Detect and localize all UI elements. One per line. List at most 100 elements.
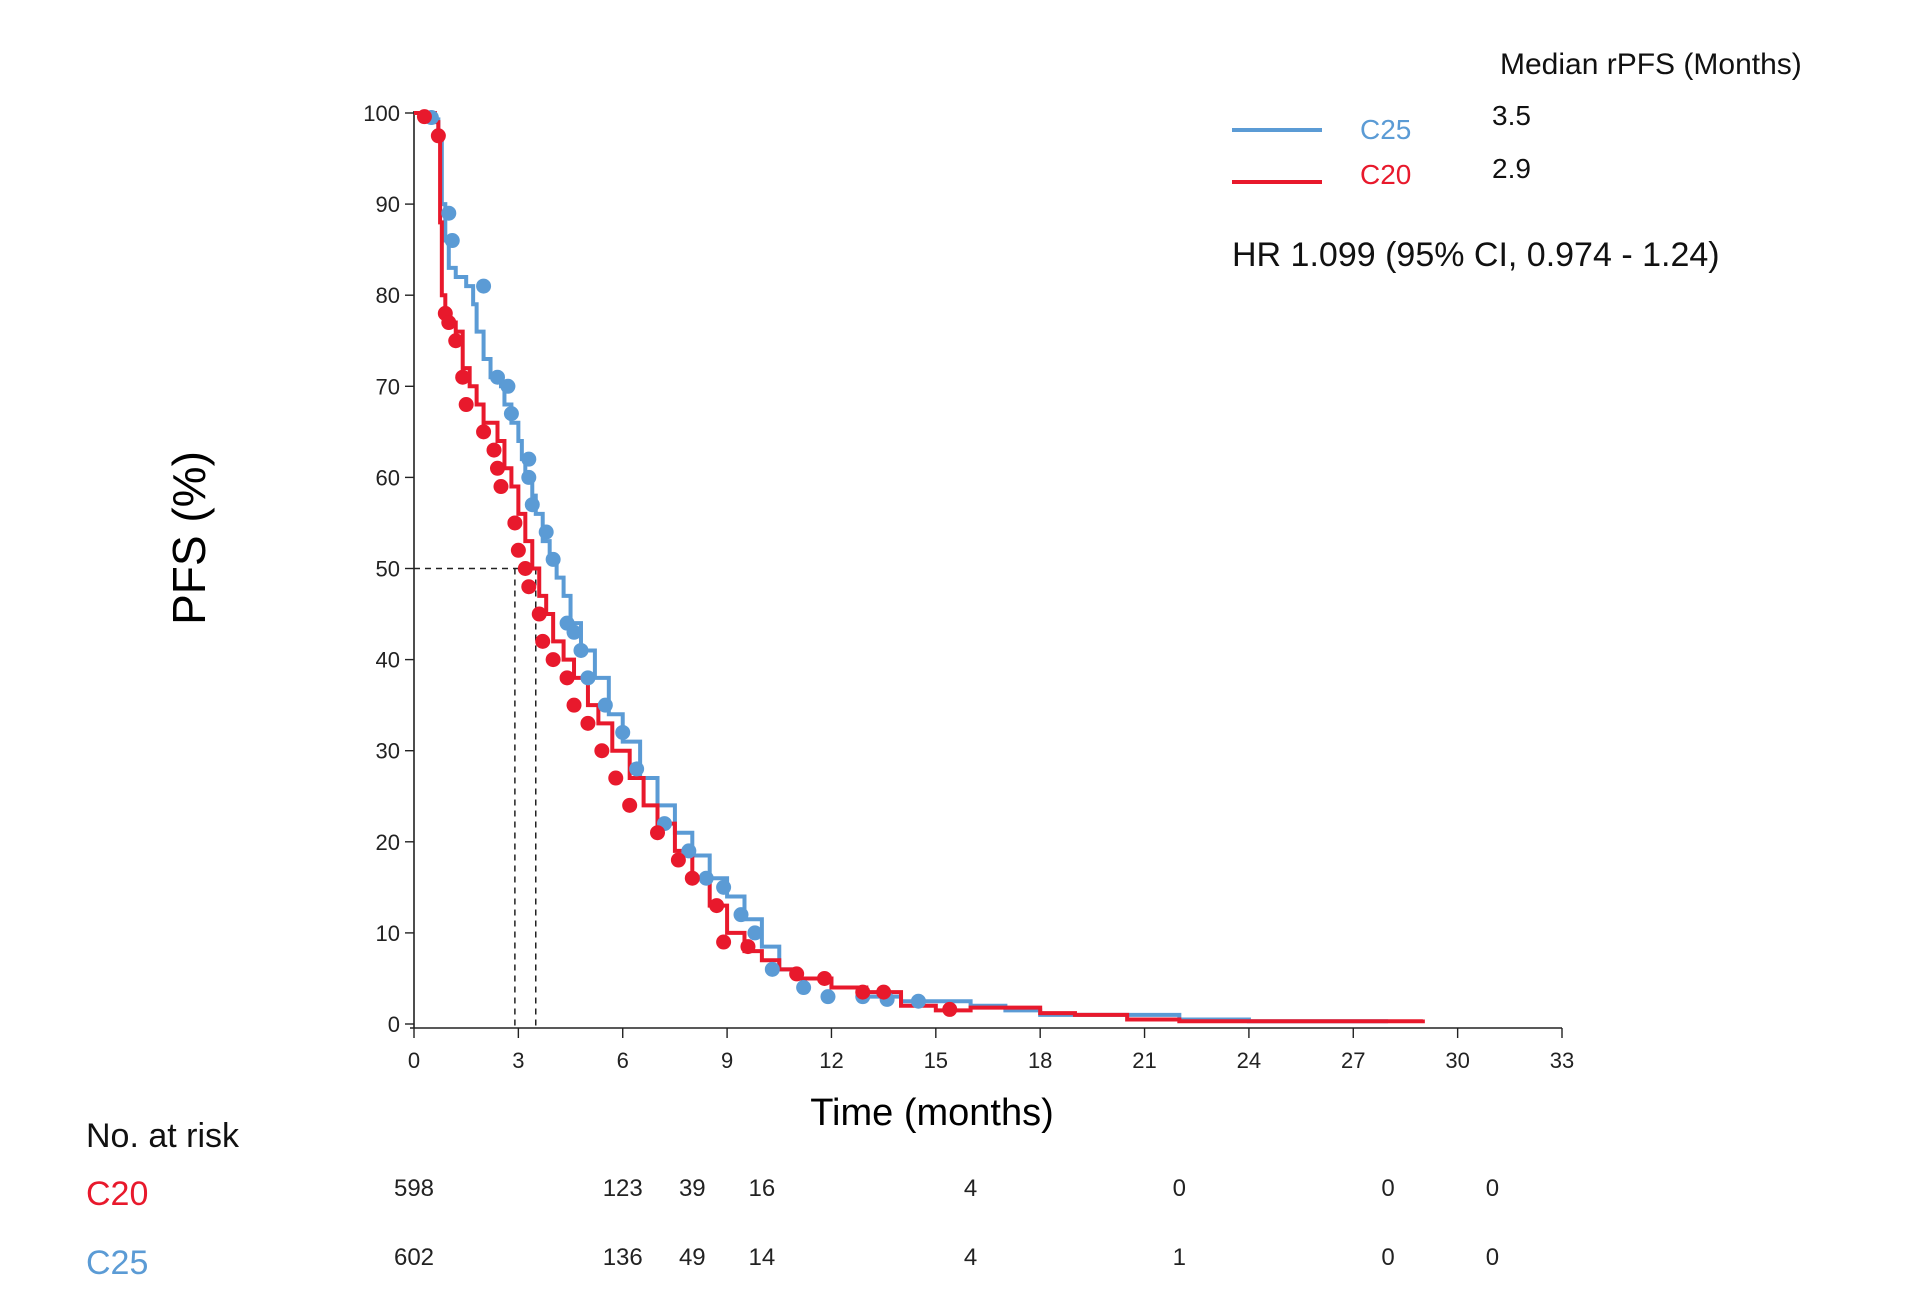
- censor-mark-c25-22: [716, 879, 732, 895]
- x-tick-label-15: 15: [924, 1048, 948, 1073]
- x-tick-label-24: 24: [1237, 1048, 1261, 1073]
- x-tick-label-30: 30: [1445, 1048, 1469, 1073]
- censor-mark-c20-5: [455, 369, 471, 385]
- censor-mark-c25-6: [503, 406, 519, 422]
- censor-mark-c25-16: [597, 697, 613, 713]
- y-tick-label-60: 60: [376, 465, 400, 490]
- risk-group-c25: C25: [86, 1244, 148, 1282]
- censor-mark-c25-27: [820, 989, 836, 1005]
- censor-mark-c20-0: [416, 109, 432, 125]
- censor-mark-c20-9: [489, 460, 505, 476]
- censor-mark-c25-2: [444, 233, 460, 249]
- risk-value: 602: [394, 1244, 434, 1271]
- median-title: Median rPFS (Months): [1500, 48, 1802, 81]
- censor-mark-c20-30: [789, 966, 805, 982]
- censor-mark-c25-17: [615, 724, 631, 740]
- censor-mark-c20-11: [507, 515, 523, 531]
- censor-mark-c25-7: [521, 451, 537, 467]
- risk-value: 1: [1173, 1244, 1186, 1271]
- censor-mark-c25-23: [733, 907, 749, 923]
- censor-mark-c25-1: [441, 205, 457, 221]
- censor-mark-c20-6: [458, 397, 474, 413]
- risk-value: 4: [964, 1244, 977, 1271]
- x-axis-label: Time (months): [810, 1092, 1054, 1134]
- censor-mark-c25-3: [476, 278, 492, 294]
- censor-mark-c20-15: [531, 606, 547, 622]
- median-guides: [414, 567, 537, 1028]
- x-tick-label-21: 21: [1132, 1048, 1156, 1073]
- y-tick-label-10: 10: [376, 921, 400, 946]
- censor-mark-c20-33: [876, 984, 892, 1000]
- risk-value: 14: [749, 1244, 776, 1271]
- censor-mark-c20-13: [517, 561, 533, 576]
- risk-value: 39: [679, 1175, 706, 1202]
- censor-mark-c20-28: [716, 934, 732, 950]
- risk-value: 49: [679, 1244, 706, 1271]
- censor-mark-c25-9: [524, 497, 540, 513]
- censor-mark-c25-21: [698, 870, 714, 886]
- x-tick-label-9: 9: [721, 1048, 733, 1073]
- censor-mark-c25-25: [764, 961, 780, 977]
- censor-mark-c20-26: [684, 870, 700, 886]
- x-axis-ticks: 0 3 6 9 12 15 18 21 24 27 30 33: [408, 1028, 1574, 1073]
- risk-value: 123: [603, 1175, 643, 1202]
- legend-label-c25: C25: [1360, 114, 1411, 145]
- y-axis-ticks: 0 10 20 30 40 50 60 70 80 90 100: [363, 101, 414, 1037]
- censor-mark-c25-20: [681, 843, 697, 859]
- censor-mark-c20-4: [448, 333, 464, 349]
- censor-mark-c20-25: [670, 852, 686, 868]
- risk-value: 136: [603, 1244, 643, 1271]
- censor-mark-c20-29: [740, 939, 756, 955]
- censor-mark-c20-24: [650, 825, 666, 841]
- censor-marks: [416, 109, 958, 1017]
- curve-c20: [414, 111, 1425, 1024]
- censor-mark-c25-14: [573, 642, 589, 658]
- censor-mark-c20-12: [510, 542, 526, 558]
- censor-mark-c20-7: [476, 424, 492, 440]
- y-tick-label-40: 40: [376, 648, 400, 673]
- y-tick-label-80: 80: [376, 283, 400, 308]
- censor-mark-c20-27: [709, 898, 725, 914]
- legend: C25 3.5 C20 2.9: [1232, 100, 1531, 190]
- risk-value: 598: [394, 1175, 434, 1202]
- censor-mark-c25-13: [566, 624, 582, 640]
- x-tick-label-27: 27: [1341, 1048, 1365, 1073]
- censor-mark-c20-32: [855, 984, 871, 1000]
- censor-mark-c20-18: [559, 670, 575, 686]
- censor-mark-c25-11: [545, 551, 561, 567]
- y-tick-label-100: 100: [363, 101, 400, 126]
- censor-mark-c25-4: [489, 369, 505, 385]
- x-tick-label-0: 0: [408, 1048, 420, 1073]
- censor-mark-c20-14: [521, 579, 537, 595]
- hazard-ratio: HR 1.099 (95% CI, 0.974 - 1.24): [1232, 236, 1720, 274]
- legend-label-c20: C20: [1360, 159, 1411, 190]
- risk-value: 4: [964, 1175, 977, 1202]
- censor-mark-c20-22: [608, 770, 624, 786]
- risk-table-title: No. at risk: [86, 1117, 240, 1155]
- censor-mark-c20-34: [942, 1001, 958, 1017]
- censor-mark-c20-1: [430, 128, 446, 144]
- risk-value: 0: [1381, 1175, 1394, 1202]
- risk-value: 0: [1486, 1244, 1499, 1271]
- median-value-c20: 2.9: [1492, 153, 1531, 184]
- axes: [410, 111, 1562, 1029]
- censor-mark-c25-15: [580, 670, 596, 686]
- censor-mark-c20-8: [486, 442, 502, 458]
- censor-mark-c20-10: [493, 479, 509, 495]
- censor-mark-c25-26: [796, 980, 812, 996]
- censor-mark-c20-17: [545, 652, 561, 668]
- censor-mark-c25-8: [521, 469, 537, 485]
- risk-table: C20 598 123 39 16 4 0 0 0 C25 602 136 49 14 4 1 0 0: [86, 1175, 1499, 1282]
- censor-mark-c20-19: [566, 697, 582, 713]
- censor-mark-c20-31: [816, 970, 832, 986]
- risk-value: 16: [749, 1175, 776, 1202]
- censor-mark-c20-21: [594, 743, 610, 759]
- y-tick-label-30: 30: [376, 739, 400, 764]
- censor-mark-c25-10: [538, 524, 554, 540]
- x-tick-label-12: 12: [819, 1048, 843, 1073]
- risk-group-c20: C20: [86, 1175, 148, 1213]
- y-tick-label-90: 90: [376, 192, 400, 217]
- y-tick-label-50: 50: [376, 557, 400, 582]
- risk-value: 0: [1173, 1175, 1186, 1202]
